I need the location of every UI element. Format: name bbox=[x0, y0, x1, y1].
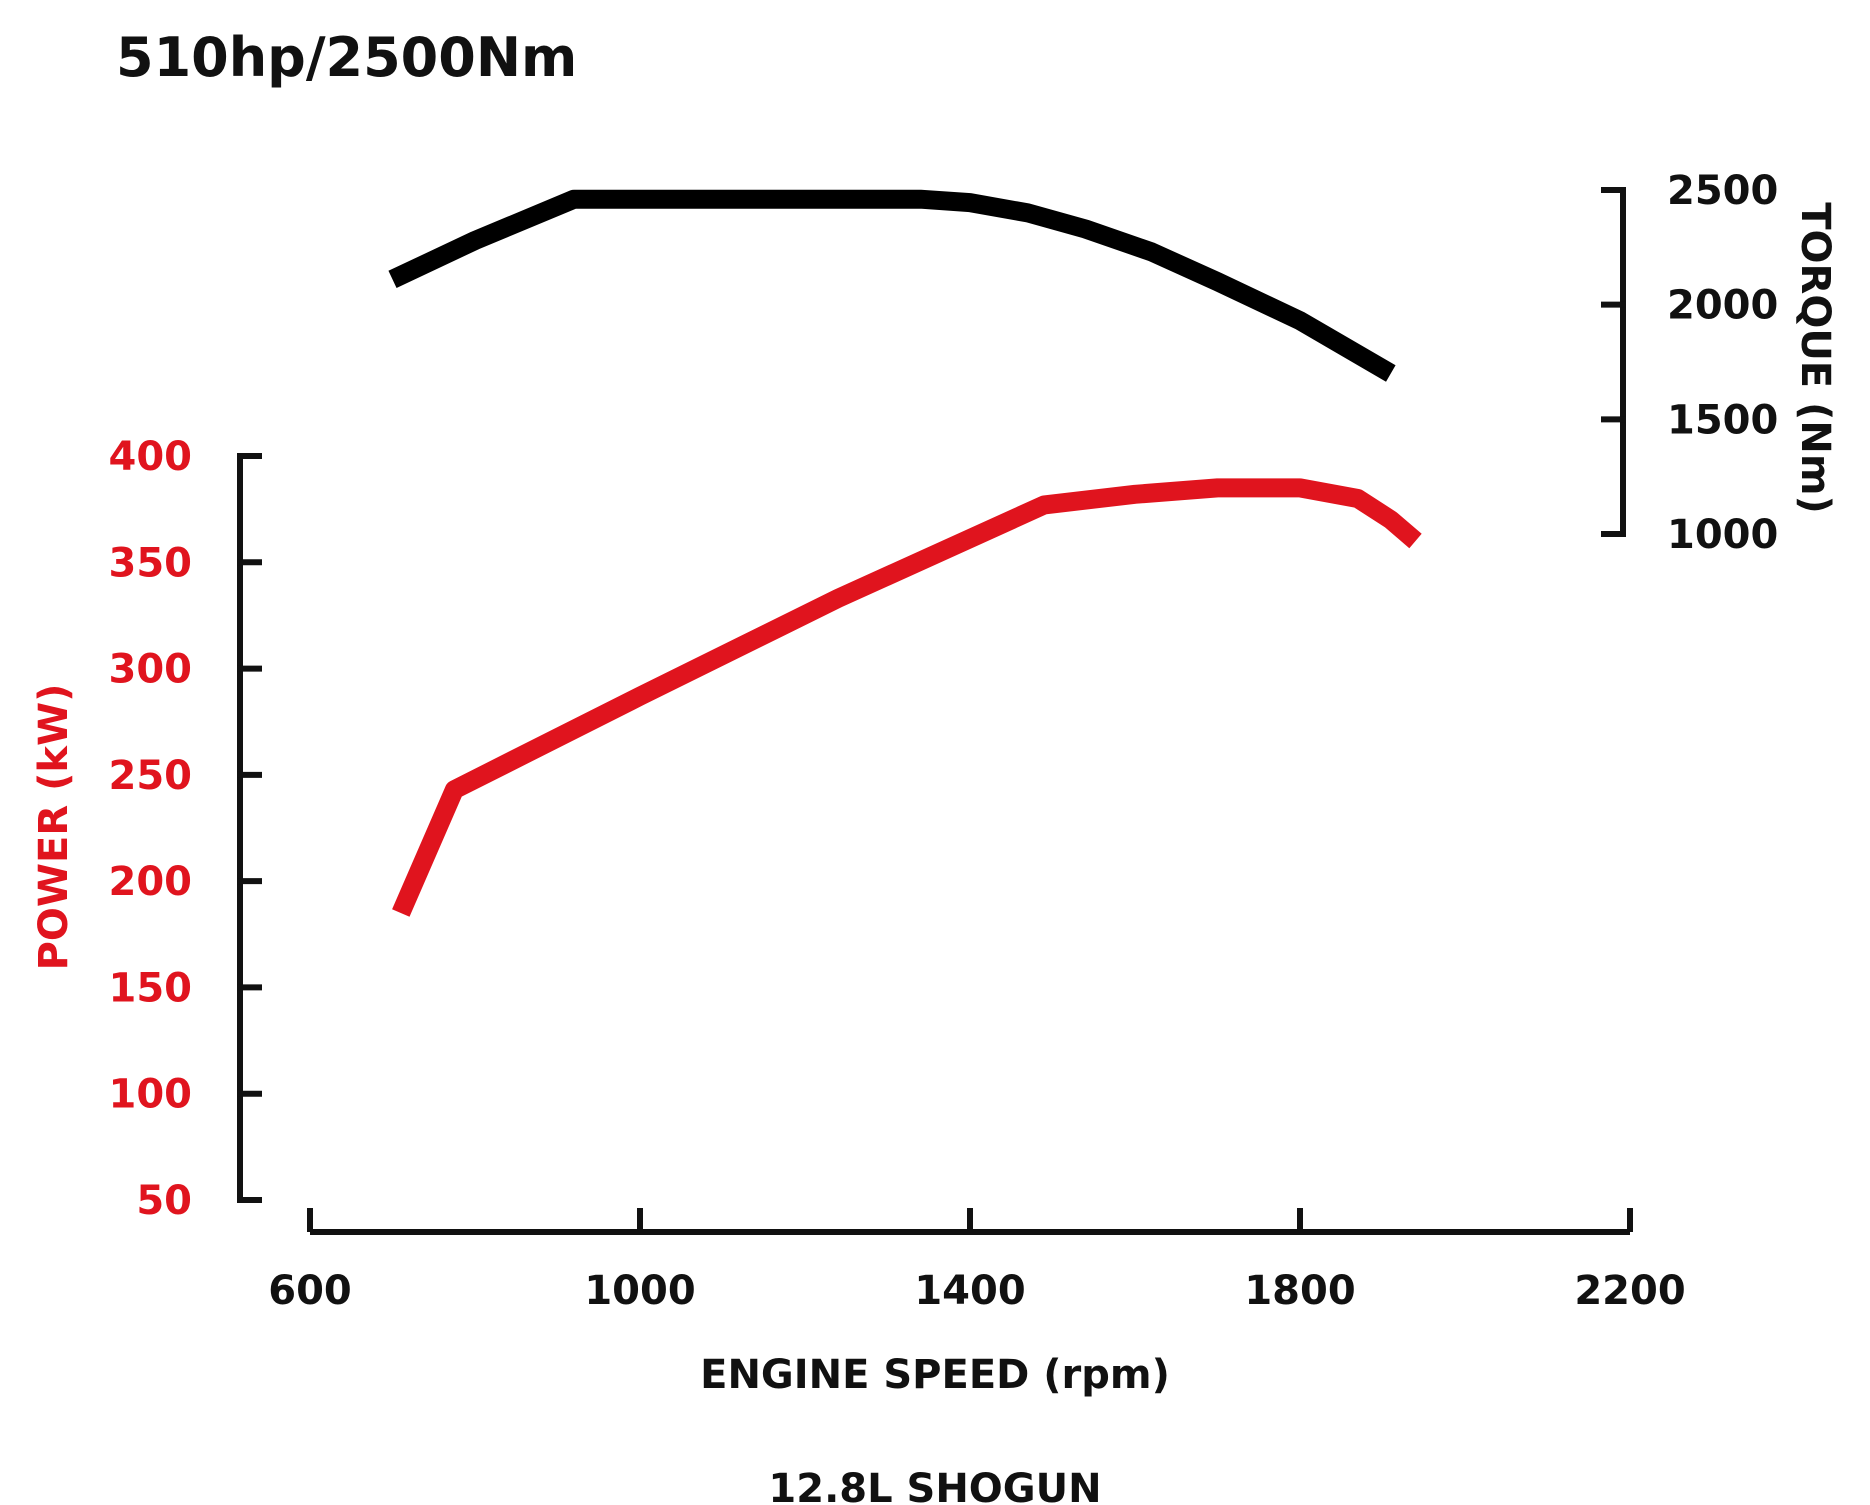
power-axis: 50 100 150 200 250 300 350 400 bbox=[109, 434, 262, 1224]
series-layer bbox=[388, 189, 1422, 917]
torque-tick-label: 2500 bbox=[1667, 168, 1778, 214]
torque-axis: 1000 1500 2000 2500 bbox=[1601, 168, 1778, 558]
x-tick-label: 1400 bbox=[914, 1268, 1025, 1314]
torque-tick-label: 1000 bbox=[1667, 512, 1778, 558]
power-tick-label: 350 bbox=[109, 540, 193, 586]
x-tick-label: 1800 bbox=[1244, 1268, 1355, 1314]
power-axis-label: POWER (kW) bbox=[31, 684, 77, 971]
power-tick-label: 50 bbox=[136, 1178, 192, 1224]
power-tick-label: 250 bbox=[109, 753, 193, 799]
power-tick-label: 300 bbox=[109, 647, 193, 693]
power-curve bbox=[392, 478, 1422, 917]
x-axis-label: ENGINE SPEED (rpm) bbox=[700, 1352, 1170, 1398]
chart-subtitle: 12.8L SHOGUN bbox=[768, 1466, 1101, 1505]
x-tick-label: 1000 bbox=[584, 1268, 695, 1314]
x-axis: 600 1000 1400 1800 2200 bbox=[268, 1208, 1686, 1314]
torque-tick-label: 1500 bbox=[1667, 397, 1778, 443]
torque-axis-label: TORQUE (Nm) bbox=[1792, 202, 1838, 514]
power-tick-label: 400 bbox=[109, 434, 193, 480]
torque-tick-label: 2000 bbox=[1667, 283, 1778, 329]
power-tick-label: 200 bbox=[109, 859, 193, 905]
power-tick-label: 150 bbox=[109, 965, 193, 1011]
chart-title: 510hp/2500Nm bbox=[116, 26, 577, 89]
power-tick-label: 100 bbox=[109, 1072, 193, 1118]
x-tick-label: 2200 bbox=[1574, 1268, 1685, 1314]
x-tick-label: 600 bbox=[268, 1268, 352, 1314]
torque-curve bbox=[388, 189, 1396, 382]
